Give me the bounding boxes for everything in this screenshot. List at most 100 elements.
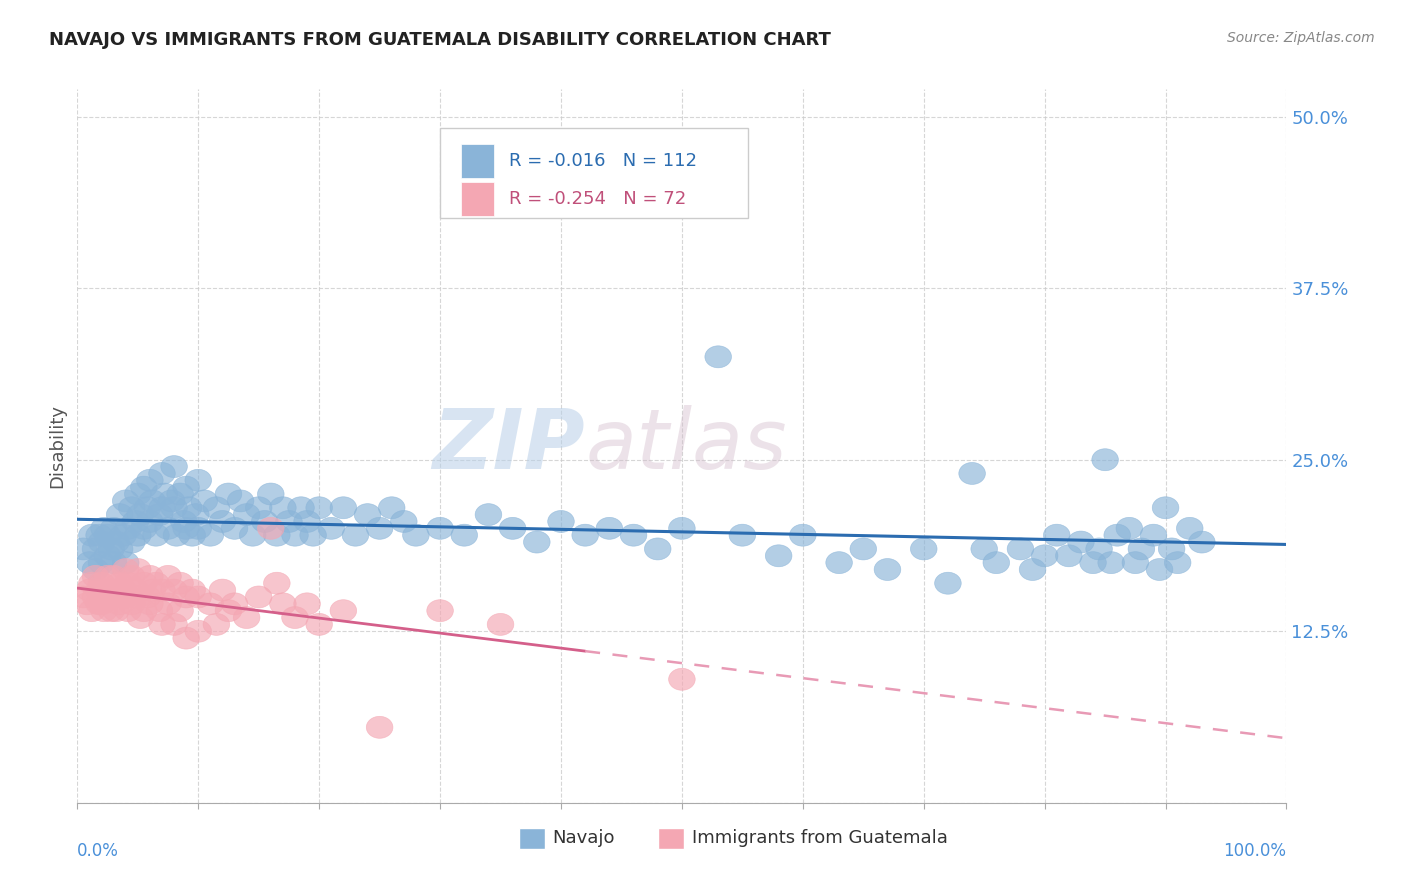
Ellipse shape: [1116, 517, 1143, 540]
FancyBboxPatch shape: [440, 128, 748, 218]
Ellipse shape: [354, 504, 381, 525]
Ellipse shape: [281, 607, 308, 629]
Ellipse shape: [233, 607, 260, 629]
Ellipse shape: [82, 558, 108, 581]
Ellipse shape: [94, 524, 121, 546]
Ellipse shape: [107, 538, 134, 560]
Ellipse shape: [112, 558, 139, 581]
Ellipse shape: [173, 586, 200, 608]
Ellipse shape: [1098, 551, 1125, 574]
Ellipse shape: [149, 497, 176, 519]
Ellipse shape: [179, 524, 205, 546]
Ellipse shape: [197, 524, 224, 546]
Ellipse shape: [427, 599, 453, 622]
Ellipse shape: [294, 510, 321, 533]
Ellipse shape: [427, 517, 453, 540]
Ellipse shape: [173, 627, 200, 649]
Ellipse shape: [263, 573, 290, 594]
Ellipse shape: [89, 551, 115, 574]
Ellipse shape: [191, 490, 218, 512]
Text: R = -0.016   N = 112: R = -0.016 N = 112: [509, 152, 697, 169]
Ellipse shape: [142, 524, 169, 546]
Ellipse shape: [1159, 538, 1185, 560]
Ellipse shape: [983, 551, 1010, 574]
Text: Immigrants from Guatemala: Immigrants from Guatemala: [692, 830, 948, 847]
Ellipse shape: [159, 490, 186, 512]
Ellipse shape: [972, 538, 997, 560]
Ellipse shape: [103, 579, 129, 601]
Ellipse shape: [276, 510, 302, 533]
Ellipse shape: [103, 599, 129, 622]
Text: R = -0.254   N = 72: R = -0.254 N = 72: [509, 190, 686, 209]
Ellipse shape: [1177, 517, 1204, 540]
Text: 100.0%: 100.0%: [1223, 842, 1286, 860]
Ellipse shape: [76, 551, 103, 574]
Ellipse shape: [107, 593, 134, 615]
Ellipse shape: [1104, 524, 1130, 546]
Ellipse shape: [239, 524, 266, 546]
Ellipse shape: [110, 579, 136, 601]
Bar: [519, 828, 546, 849]
Ellipse shape: [90, 599, 117, 622]
Ellipse shape: [170, 510, 197, 533]
Ellipse shape: [149, 579, 176, 601]
Ellipse shape: [79, 573, 105, 594]
Ellipse shape: [118, 566, 145, 587]
Ellipse shape: [173, 476, 200, 498]
Ellipse shape: [98, 579, 125, 601]
Ellipse shape: [125, 558, 150, 581]
Text: atlas: atlas: [585, 406, 787, 486]
Ellipse shape: [86, 593, 112, 615]
Ellipse shape: [186, 469, 211, 491]
Ellipse shape: [110, 524, 136, 546]
Ellipse shape: [90, 517, 117, 540]
Ellipse shape: [179, 579, 205, 601]
Ellipse shape: [70, 586, 97, 608]
Ellipse shape: [89, 531, 115, 553]
Ellipse shape: [1085, 538, 1112, 560]
Ellipse shape: [118, 497, 145, 519]
Ellipse shape: [330, 599, 357, 622]
Ellipse shape: [246, 586, 271, 608]
Ellipse shape: [79, 524, 105, 546]
Ellipse shape: [131, 599, 157, 622]
Ellipse shape: [257, 517, 284, 540]
Ellipse shape: [246, 497, 271, 519]
Ellipse shape: [142, 573, 169, 594]
Ellipse shape: [167, 483, 194, 505]
Ellipse shape: [139, 490, 166, 512]
Ellipse shape: [270, 497, 297, 519]
Ellipse shape: [112, 551, 139, 574]
Ellipse shape: [125, 524, 150, 546]
Ellipse shape: [155, 517, 181, 540]
Ellipse shape: [94, 545, 121, 566]
Ellipse shape: [704, 346, 731, 368]
Ellipse shape: [146, 599, 173, 622]
Ellipse shape: [221, 517, 247, 540]
Ellipse shape: [163, 524, 190, 546]
Ellipse shape: [122, 510, 149, 533]
Ellipse shape: [209, 510, 236, 533]
Ellipse shape: [98, 538, 125, 560]
Ellipse shape: [294, 593, 321, 615]
Ellipse shape: [139, 579, 166, 601]
Ellipse shape: [79, 599, 105, 622]
Ellipse shape: [367, 716, 392, 739]
Ellipse shape: [176, 497, 202, 519]
Ellipse shape: [307, 614, 332, 635]
Ellipse shape: [112, 490, 139, 512]
Ellipse shape: [115, 599, 142, 622]
Ellipse shape: [136, 469, 163, 491]
Ellipse shape: [288, 497, 315, 519]
Ellipse shape: [257, 483, 284, 505]
Ellipse shape: [342, 524, 368, 546]
Ellipse shape: [82, 566, 108, 587]
Ellipse shape: [911, 538, 936, 560]
Ellipse shape: [107, 504, 134, 525]
Ellipse shape: [1164, 551, 1191, 574]
Bar: [461, 144, 495, 178]
Ellipse shape: [548, 510, 574, 533]
Ellipse shape: [127, 607, 153, 629]
Ellipse shape: [155, 593, 181, 615]
Ellipse shape: [825, 551, 852, 574]
